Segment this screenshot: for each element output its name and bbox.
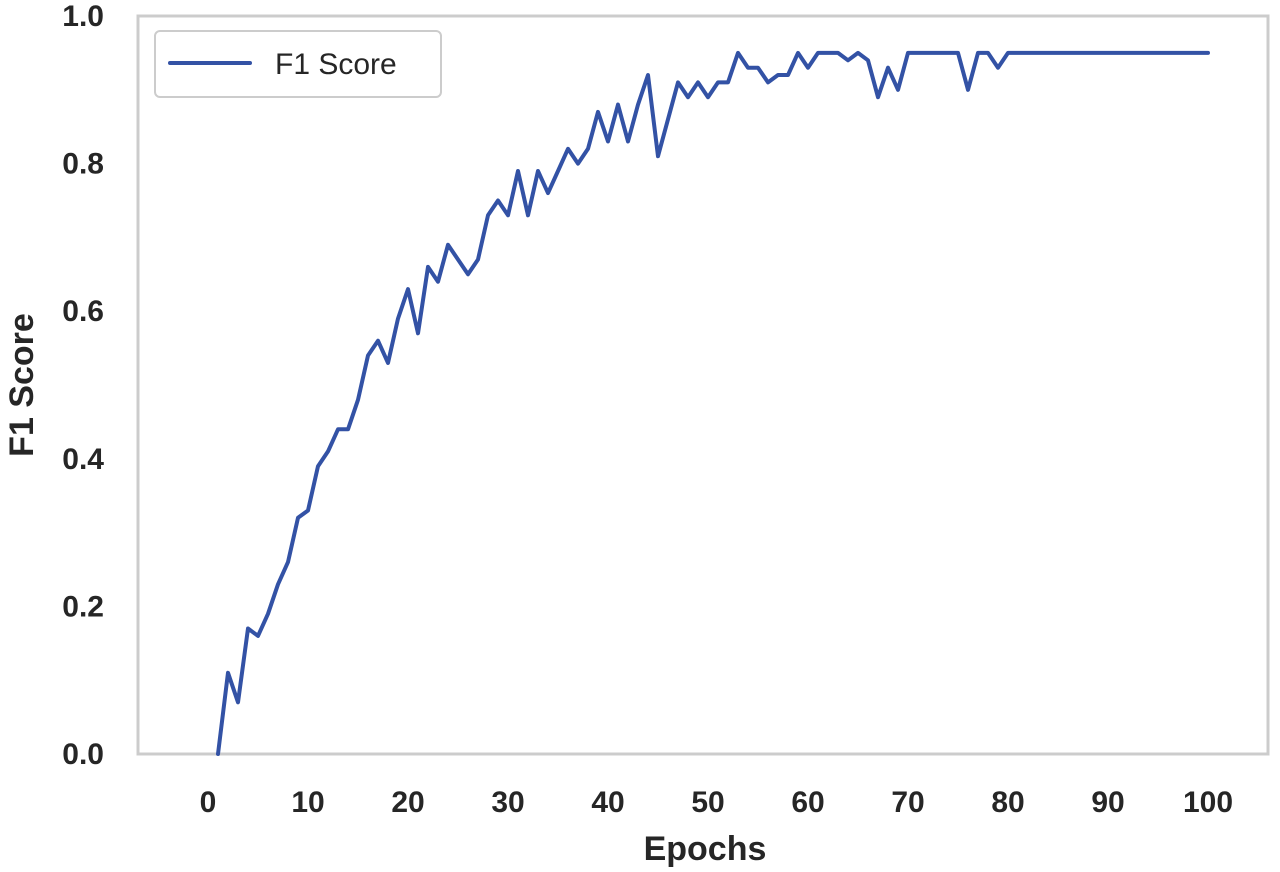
plot-frame	[136, 14, 1270, 756]
y-tick-label: 0.0	[62, 738, 104, 771]
x-tick-label: 20	[391, 786, 424, 819]
y-axis-title: F1 Score	[3, 313, 41, 457]
x-tick-label: 10	[291, 786, 324, 819]
x-tick-label: 50	[691, 786, 724, 819]
x-tick-label: 30	[491, 786, 524, 819]
y-tick-label: 0.8	[62, 148, 104, 181]
y-tick-label: 0.2	[62, 590, 104, 623]
x-tick-label: 0	[200, 786, 217, 819]
legend-label: F1 Score	[275, 48, 397, 81]
y-tick-label: 0.4	[62, 443, 104, 476]
x-tick-label: 70	[891, 786, 924, 819]
f1-score-series-line	[216, 50, 1210, 756]
x-tick-label: 40	[591, 786, 624, 819]
x-axis-title: Epochs	[644, 830, 767, 868]
x-tick-label: 80	[991, 786, 1024, 819]
y-tick-label: 0.6	[62, 295, 104, 328]
x-axis-tick-labels: 0 10 20 30 40 50 60 70 80 90 100	[200, 786, 1233, 819]
x-tick-label: 90	[1091, 786, 1124, 819]
y-tick-label: 1.0	[62, 0, 104, 33]
legend: F1 Score	[154, 30, 442, 98]
x-tick-label: 100	[1183, 786, 1233, 819]
y-axis-tick-labels: 0.0 0.2 0.4 0.6 0.8 1.0	[62, 0, 104, 771]
legend-box	[154, 30, 442, 98]
x-tick-label: 60	[791, 786, 824, 819]
